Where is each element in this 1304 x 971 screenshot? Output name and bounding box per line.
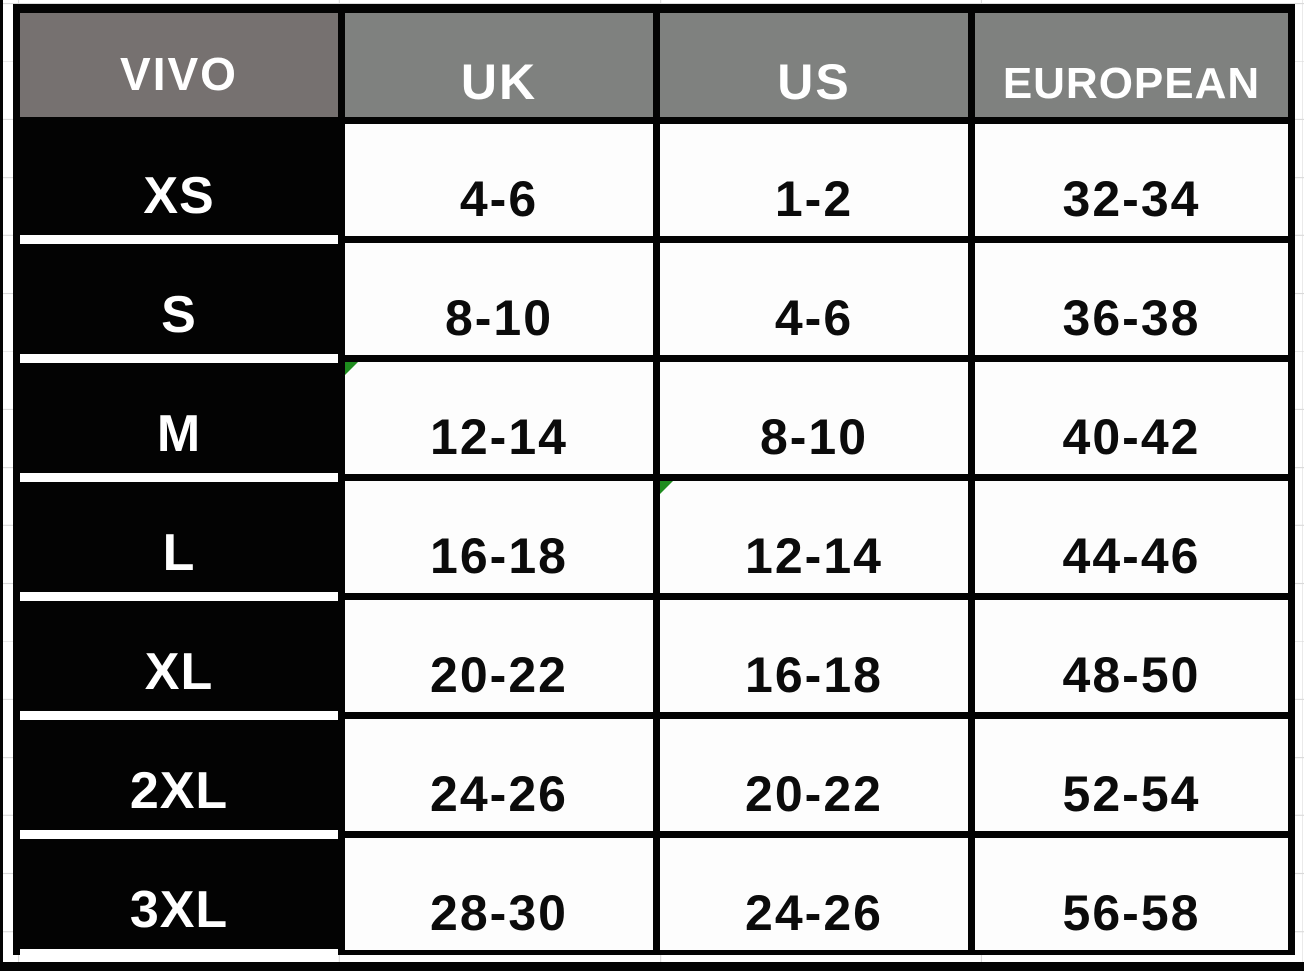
us-value: 16-18 [745,647,883,703]
sheet-bottom-edge [0,962,1304,971]
european-value: 56-58 [1062,885,1201,941]
us-value: 12-14 [745,528,883,584]
european-value-cell[interactable]: 52-54 [975,719,1288,831]
size-label-cell[interactable]: XL [20,600,338,720]
header-european[interactable]: EUROPEAN [975,13,1288,117]
uk-value-cell[interactable]: 12-14 [345,362,653,474]
size-label-cell[interactable]: L [20,481,338,601]
european-value: 40-42 [1062,409,1201,465]
uk-value-cell[interactable]: 28-30 [345,838,653,950]
uk-value: 16-18 [430,528,568,584]
uk-value-cell[interactable]: 24-26 [345,719,653,831]
us-value-cell[interactable]: 24-26 [660,838,968,950]
european-value: 44-46 [1062,528,1201,584]
uk-value-cell[interactable]: 8-10 [345,243,653,355]
size-label: 2XL [129,762,229,820]
us-value-cell[interactable]: 12-14 [660,481,968,593]
size-label-cell[interactable]: M [20,362,338,482]
us-value: 8-10 [759,409,869,465]
header-vivo[interactable]: VIVO [20,13,338,117]
us-header-label: US [777,54,851,110]
european-value-cell[interactable]: 36-38 [975,243,1288,355]
row-underline [20,473,338,482]
size-label-cell[interactable]: S [20,243,338,363]
us-value-cell[interactable]: 16-18 [660,600,968,712]
european-value-cell[interactable]: 40-42 [975,362,1288,474]
us-value: 1-2 [774,171,854,227]
error-indicator-icon [660,481,673,494]
uk-value: 4-6 [459,171,539,227]
header-uk[interactable]: UK [345,13,653,117]
european-header-label: EUROPEAN [1002,59,1261,108]
row-underline [20,830,338,839]
error-indicator-icon [345,362,358,375]
size-label: XL [144,643,214,701]
brand-label: VIVO [120,48,238,100]
uk-header-label: UK [460,54,538,110]
us-value-cell[interactable]: 8-10 [660,362,968,474]
european-value-cell[interactable]: 44-46 [975,481,1288,593]
size-label: L [162,524,196,582]
european-value: 48-50 [1062,647,1201,703]
uk-value: 28-30 [430,885,568,941]
size-label: S [161,286,197,344]
size-label: XS [143,167,215,225]
us-value-cell[interactable]: 4-6 [660,243,968,355]
european-value-cell[interactable]: 48-50 [975,600,1288,712]
row-underline [20,235,338,244]
european-value-cell[interactable]: 56-58 [975,838,1288,950]
header-us[interactable]: US [660,13,968,117]
size-label: 3XL [129,881,229,939]
size-conversion-table: VIVO UK US EUROPEAN XS 4-6 1-2 32-34 S 8… [13,4,1295,958]
row-underline [20,354,338,363]
us-value-cell[interactable]: 1-2 [660,124,968,236]
uk-value-cell[interactable]: 4-6 [345,124,653,236]
european-value-cell[interactable]: 32-34 [975,124,1288,236]
us-value: 20-22 [745,766,883,822]
european-value: 32-34 [1062,171,1201,227]
row-underline [20,711,338,720]
us-value: 24-26 [745,885,883,941]
size-label-cell[interactable]: 2XL [20,719,338,839]
us-value: 4-6 [774,290,854,346]
row-underline [20,949,338,958]
sheet-left-edge [0,0,3,971]
uk-value-cell[interactable]: 20-22 [345,600,653,712]
uk-value: 20-22 [430,647,568,703]
uk-value: 8-10 [444,290,554,346]
european-value: 52-54 [1062,766,1201,822]
uk-value: 24-26 [430,766,568,822]
uk-value: 12-14 [430,409,568,465]
size-label-cell[interactable]: XS [20,124,338,244]
uk-value-cell[interactable]: 16-18 [345,481,653,593]
european-value: 36-38 [1062,290,1201,346]
row-underline [20,592,338,601]
size-label-cell[interactable]: 3XL [20,838,338,958]
us-value-cell[interactable]: 20-22 [660,719,968,831]
size-label: M [156,405,202,463]
